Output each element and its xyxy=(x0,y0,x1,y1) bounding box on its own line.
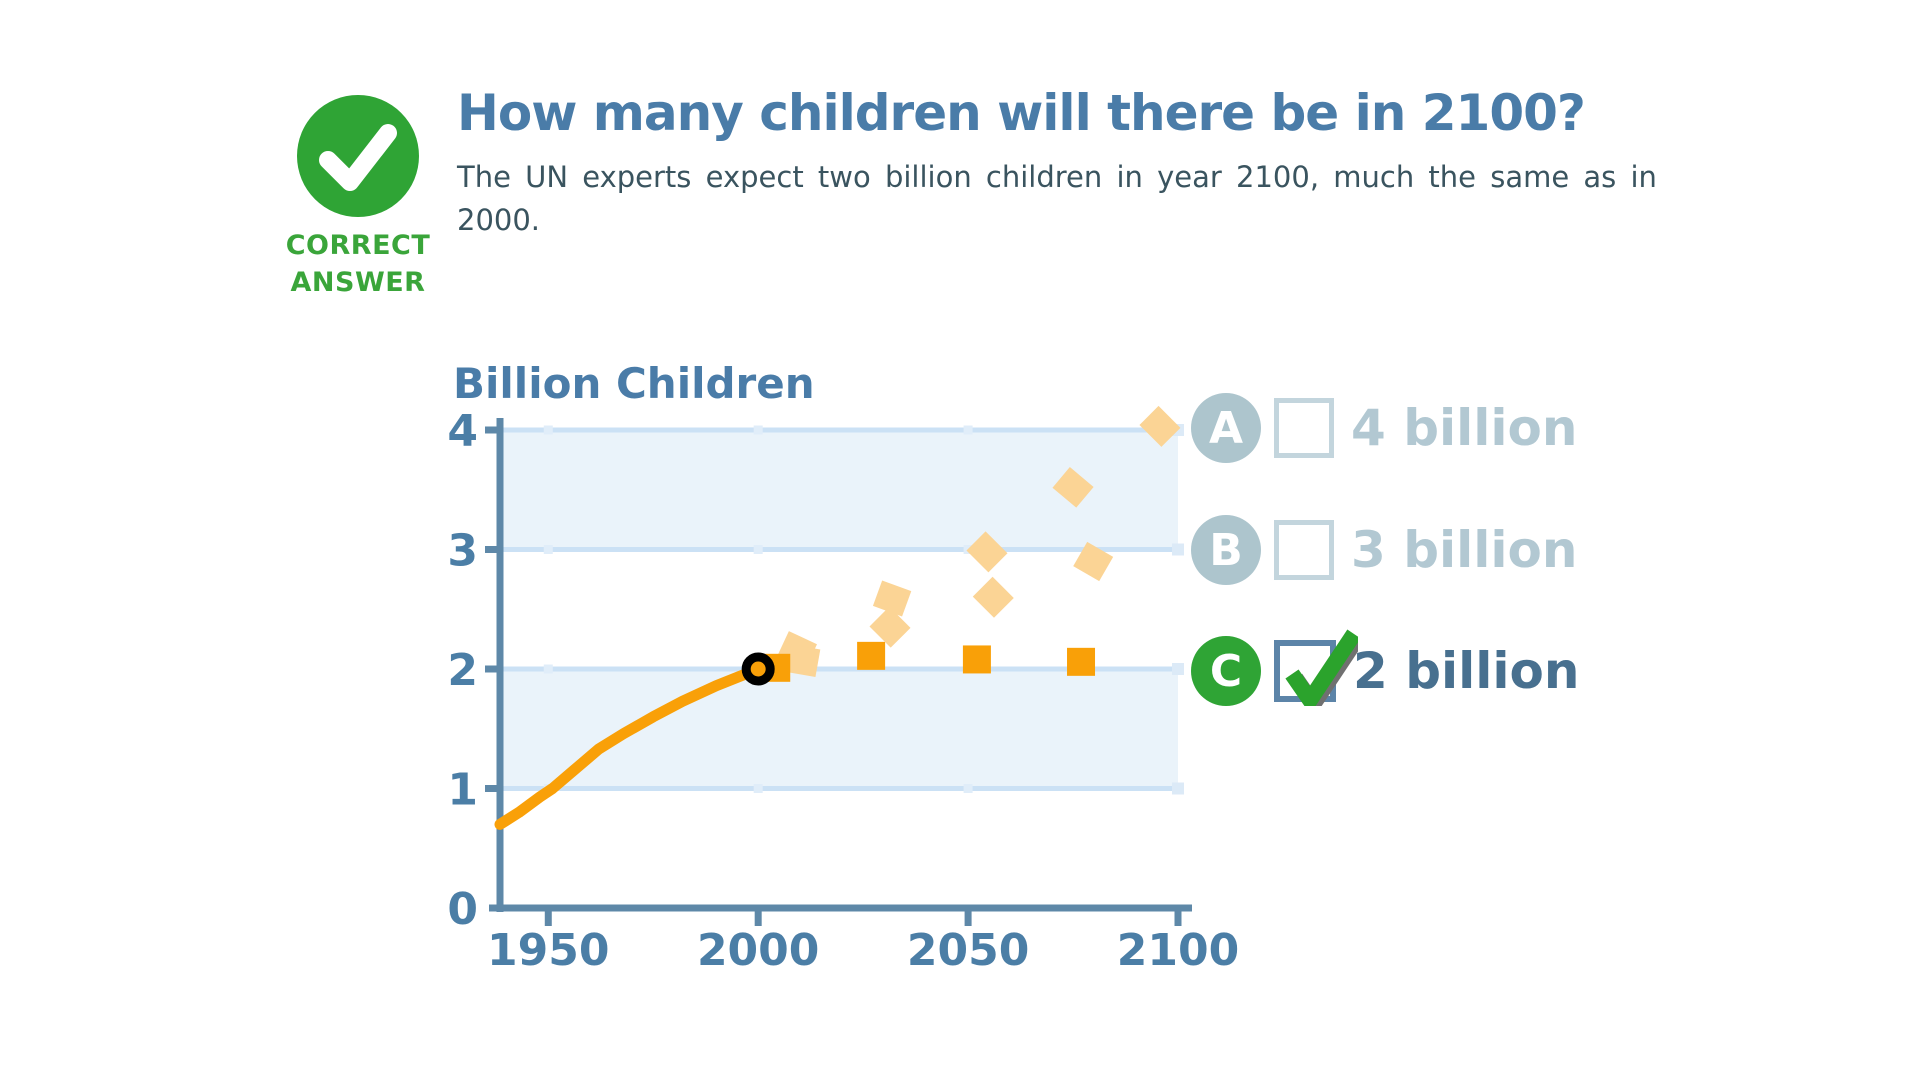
y-tick-label: 4 xyxy=(447,406,478,457)
correct-answer-badge: CORRECT ANSWER xyxy=(278,93,438,301)
option-c-label: 2 billion xyxy=(1353,642,1580,700)
x-tick-label: 1950 xyxy=(487,925,609,976)
check-circle-icon xyxy=(297,95,419,217)
observed-children-line xyxy=(494,663,764,830)
option-a-checkbox[interactable] xyxy=(1274,398,1334,458)
grid-tick-square xyxy=(753,545,763,554)
explanation-word: two xyxy=(817,160,871,194)
explanation-word: same xyxy=(1490,160,1570,194)
projection-b-3-billion-dash xyxy=(972,576,1014,618)
y-tick-label: 0 xyxy=(447,884,478,935)
projection-c-2-billion-expected-dash xyxy=(1067,647,1096,676)
grid-end-square xyxy=(1172,663,1184,675)
explanation-word: the xyxy=(1428,160,1477,194)
projection-a-4-billion-dash xyxy=(966,531,1008,573)
grid-end-square xyxy=(1172,543,1184,556)
correct-answer-line2: ANSWER xyxy=(290,267,426,298)
question-explanation: The UN experts expect two billion children in ye… xyxy=(457,156,1657,242)
projection-c-2-billion-expected-dash xyxy=(962,645,991,674)
explanation-word: experts xyxy=(582,160,692,194)
chart-axis-title: Billion Children xyxy=(453,359,815,408)
projection-b-3-billion-dash xyxy=(785,644,821,678)
option-c-checkbox[interactable] xyxy=(1274,629,1358,706)
projection-c-2-billion-expected-dash xyxy=(857,641,886,670)
answer-option-b[interactable]: B 3 billion xyxy=(1191,514,1578,586)
projection-a-4-billion-dash xyxy=(872,580,912,617)
option-b-label: 3 billion xyxy=(1351,521,1578,579)
projection-b-3-billion-dash xyxy=(1073,541,1114,582)
y-tick-label: 2 xyxy=(447,645,478,696)
explanation-word: much xyxy=(1333,160,1415,194)
explanation-word: UN xyxy=(525,160,569,194)
grid-tick-square xyxy=(963,425,973,435)
chart-band xyxy=(500,669,1178,789)
correct-answer-line1: CORRECT xyxy=(285,230,431,261)
explanation-word: The xyxy=(457,160,511,194)
grid-tick-square xyxy=(753,425,763,435)
x-tick-label: 2100 xyxy=(1117,925,1239,976)
explanation-line2: 2000. xyxy=(457,203,541,237)
question-title: How many children will there be in 2100? xyxy=(457,84,1586,142)
explanation-word: in xyxy=(1630,160,1657,194)
projection-a-4-billion-dash xyxy=(1052,467,1094,508)
marker-year-2000 xyxy=(741,652,775,686)
projection-b-3-billion xyxy=(785,541,1114,678)
grid-tick-square xyxy=(543,545,553,554)
grid-end-square xyxy=(1172,782,1184,795)
grid-tick-square xyxy=(543,664,553,674)
y-tick-label: 1 xyxy=(447,765,478,816)
x-tick-label: 2050 xyxy=(907,925,1029,976)
grid-tick-square xyxy=(753,784,763,793)
projection-a-4-billion-dash xyxy=(1139,405,1181,447)
grid-tick-square xyxy=(543,425,553,435)
option-c-letter-badge: C xyxy=(1191,636,1261,706)
explanation-word: year xyxy=(1157,160,1222,194)
explanation-word: children xyxy=(985,160,1103,194)
explanation-word: in xyxy=(1116,160,1143,194)
answer-option-c[interactable]: C 2 billion xyxy=(1191,629,1580,707)
explanation-word: expect xyxy=(705,160,804,194)
option-a-letter-badge: A xyxy=(1191,393,1261,463)
projection-b-3-billion-dash xyxy=(869,606,911,648)
explanation-word: billion xyxy=(884,160,972,194)
x-tick-label: 2000 xyxy=(697,925,819,976)
y-tick-label: 3 xyxy=(447,526,478,577)
option-b-checkbox[interactable] xyxy=(1274,520,1334,580)
correct-answer-text: CORRECT ANSWER xyxy=(278,227,438,301)
explanation-word: as xyxy=(1583,160,1617,194)
explanation-line1: The UN experts expect two billion children in ye… xyxy=(457,156,1657,199)
explanation-word: 2100, xyxy=(1236,160,1320,194)
grid-tick-square xyxy=(963,784,973,793)
answer-option-a[interactable]: A 4 billion xyxy=(1191,392,1578,464)
option-b-letter-badge: B xyxy=(1191,515,1261,585)
option-a-label: 4 billion xyxy=(1351,399,1578,457)
